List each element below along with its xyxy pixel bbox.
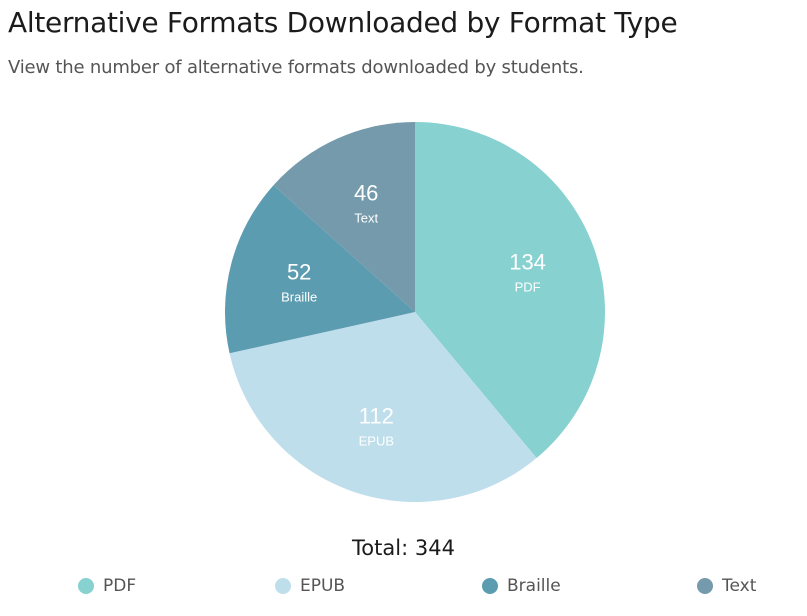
chart-legend: PDF EPUB Braille Text — [0, 576, 807, 602]
slice-value-braille: 52 — [287, 260, 311, 285]
legend-swatch-pdf — [78, 578, 94, 594]
legend-swatch-text — [697, 578, 713, 594]
legend-label-epub: EPUB — [300, 576, 345, 596]
slice-value-text: 46 — [354, 181, 378, 206]
legend-item-pdf[interactable]: PDF — [78, 576, 136, 596]
pie-chart: 134 PDF 112 EPUB 52 Braille 46 Text — [0, 0, 807, 530]
legend-item-braille[interactable]: Braille — [482, 576, 561, 596]
total-value: 344 — [415, 536, 455, 560]
slice-value-epub: 112 — [359, 403, 394, 428]
legend-swatch-epub — [275, 578, 291, 594]
slice-label-braille: Braille — [281, 290, 317, 305]
legend-label-braille: Braille — [507, 576, 561, 596]
slice-label-epub: EPUB — [359, 433, 394, 448]
slice-label-text: Text — [354, 211, 378, 226]
slice-value-pdf: 134 — [509, 249, 546, 274]
slice-label-pdf: PDF — [515, 279, 541, 294]
legend-label-pdf: PDF — [103, 576, 136, 596]
legend-swatch-braille — [482, 578, 498, 594]
total-label: Total — [352, 536, 415, 560]
legend-item-epub[interactable]: EPUB — [275, 576, 345, 596]
total-count: Total344 — [0, 536, 807, 560]
legend-label-text: Text — [722, 576, 756, 596]
legend-item-text[interactable]: Text — [697, 576, 756, 596]
